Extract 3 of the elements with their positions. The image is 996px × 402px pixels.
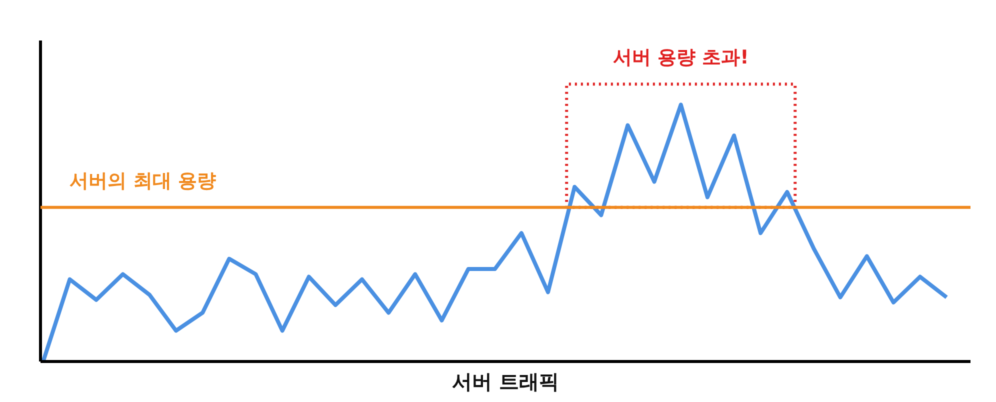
ref-line-label: 서버의 최대 용량 — [70, 170, 216, 192]
text: 서버 용량 초과! — [612, 46, 749, 69]
x-axis-title: 서버 트래픽 — [452, 370, 559, 394]
